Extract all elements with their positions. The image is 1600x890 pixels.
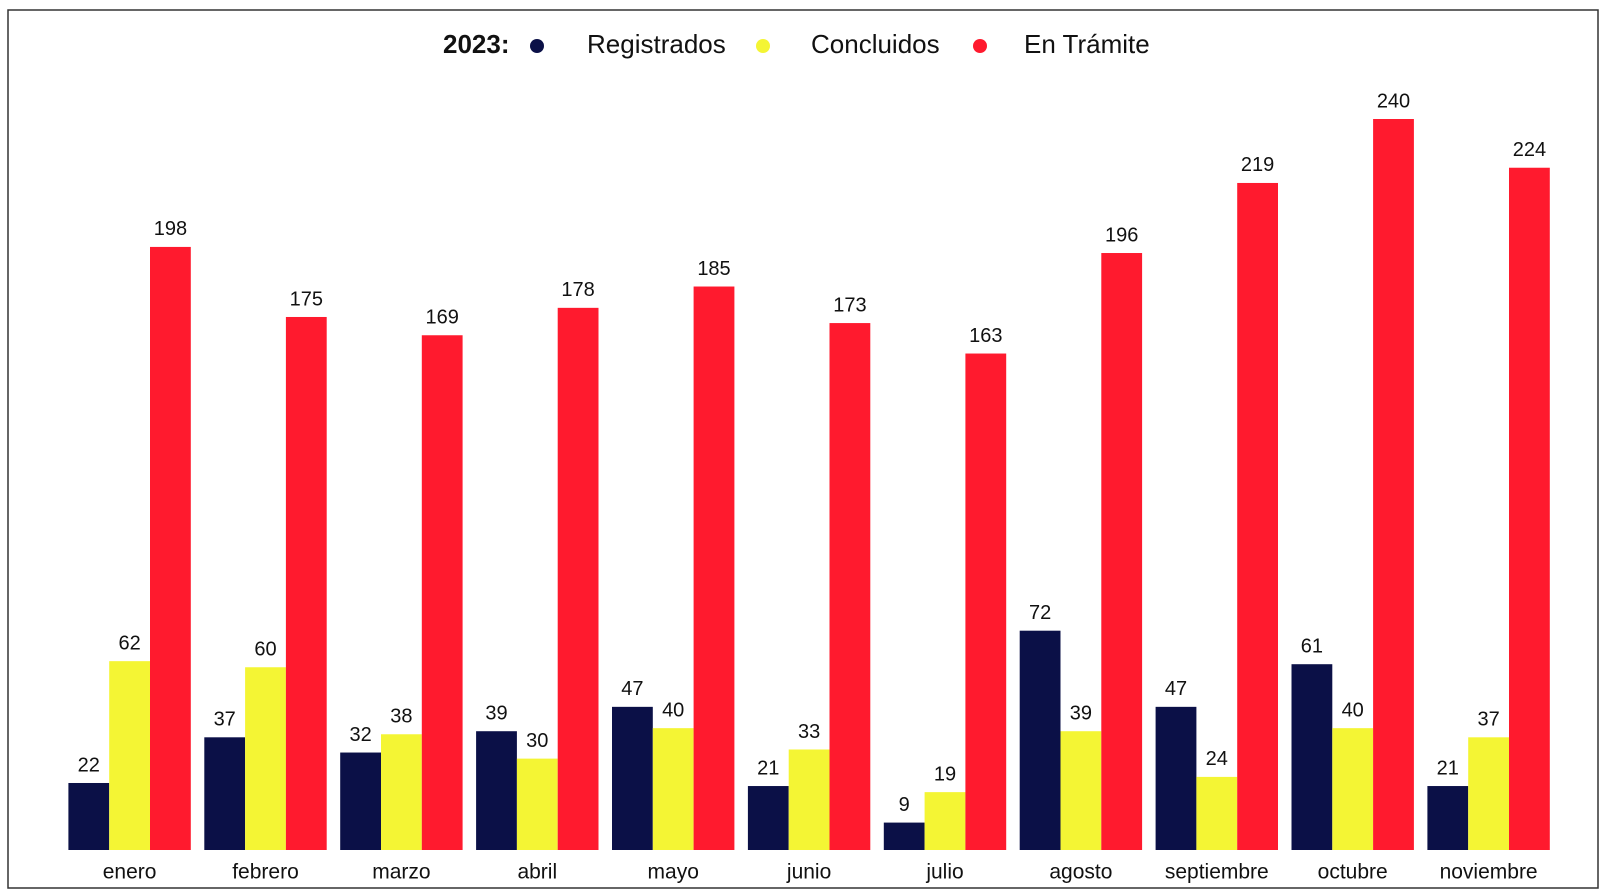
bar xyxy=(1427,786,1469,850)
value-label: 40 xyxy=(1342,699,1364,721)
bar xyxy=(1291,664,1333,850)
bar xyxy=(1237,182,1278,850)
bar xyxy=(829,323,871,851)
bar xyxy=(109,661,150,850)
value-label: 19 xyxy=(934,763,956,785)
value-label: 185 xyxy=(697,258,730,280)
value-label: 37 xyxy=(214,709,236,731)
value-label: 72 xyxy=(1029,602,1051,624)
bar xyxy=(1101,253,1143,850)
x-tick-label: noviembre xyxy=(1440,861,1538,884)
bar xyxy=(693,286,735,850)
bar xyxy=(204,737,246,850)
x-tick-label: abril xyxy=(517,861,557,884)
value-label: 39 xyxy=(485,702,507,724)
value-label: 47 xyxy=(621,678,643,700)
value-label: 178 xyxy=(561,279,594,301)
value-label: 196 xyxy=(1105,224,1138,246)
bar xyxy=(1196,776,1238,850)
value-label: 169 xyxy=(426,307,459,329)
value-label: 32 xyxy=(349,724,371,746)
value-label: 219 xyxy=(1241,154,1274,176)
x-tick-label: junio xyxy=(786,861,831,884)
x-tick-label: febrero xyxy=(232,861,299,884)
legend-label: Concluidos xyxy=(811,29,940,59)
legend-marker xyxy=(530,39,544,53)
bar xyxy=(68,782,110,850)
legend-label: En Trámite xyxy=(1024,29,1150,59)
bar xyxy=(1373,119,1414,850)
value-label: 240 xyxy=(1377,90,1410,112)
legend-marker xyxy=(756,39,770,53)
value-label: 33 xyxy=(798,721,820,743)
x-tick-label: marzo xyxy=(372,861,430,884)
bar xyxy=(1509,167,1550,850)
value-label: 39 xyxy=(1070,702,1092,724)
value-label: 38 xyxy=(390,706,412,728)
bar xyxy=(476,731,517,850)
bar xyxy=(747,786,789,850)
bar xyxy=(285,316,327,851)
bar xyxy=(1019,630,1061,850)
bar xyxy=(557,307,599,850)
value-label: 62 xyxy=(118,632,140,654)
value-label: 61 xyxy=(1301,635,1323,657)
value-label: 175 xyxy=(290,288,323,310)
bar xyxy=(245,667,286,850)
x-tick-label: agosto xyxy=(1049,861,1112,884)
value-label: 24 xyxy=(1206,748,1228,770)
value-label: 30 xyxy=(526,730,548,752)
value-label: 173 xyxy=(833,294,866,316)
value-label: 37 xyxy=(1477,709,1499,731)
bar xyxy=(1155,706,1197,850)
bar xyxy=(612,706,653,850)
bar xyxy=(965,353,1007,850)
bar xyxy=(516,758,558,850)
bar xyxy=(883,822,925,850)
bar xyxy=(381,734,422,850)
value-label: 22 xyxy=(78,754,100,776)
bar xyxy=(1060,731,1102,850)
bar xyxy=(652,728,694,850)
value-label: 47 xyxy=(1165,678,1187,700)
value-label: 40 xyxy=(662,699,684,721)
value-label: 198 xyxy=(154,218,187,240)
x-tick-label: mayo xyxy=(648,861,699,884)
bar xyxy=(788,749,830,850)
value-label: 21 xyxy=(1437,757,1459,779)
value-label: 9 xyxy=(899,794,910,816)
legend-marker xyxy=(973,39,987,53)
bar xyxy=(1468,737,1509,850)
bar xyxy=(421,335,463,851)
x-tick-label: septiembre xyxy=(1165,861,1269,884)
bar xyxy=(924,792,966,850)
x-tick-label: enero xyxy=(103,861,157,884)
bar xyxy=(150,246,191,851)
bar xyxy=(340,752,381,850)
value-label: 224 xyxy=(1513,139,1546,161)
legend-title: 2023: xyxy=(443,29,510,59)
x-tick-label: julio xyxy=(925,861,963,884)
value-label: 60 xyxy=(254,639,276,661)
value-label: 21 xyxy=(757,757,779,779)
value-label: 163 xyxy=(969,325,1002,347)
x-tick-label: octubre xyxy=(1318,861,1388,884)
bar xyxy=(1332,728,1374,850)
legend-label: Registrados xyxy=(587,29,726,59)
